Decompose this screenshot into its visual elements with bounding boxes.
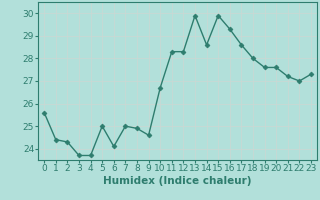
- X-axis label: Humidex (Indice chaleur): Humidex (Indice chaleur): [103, 176, 252, 186]
